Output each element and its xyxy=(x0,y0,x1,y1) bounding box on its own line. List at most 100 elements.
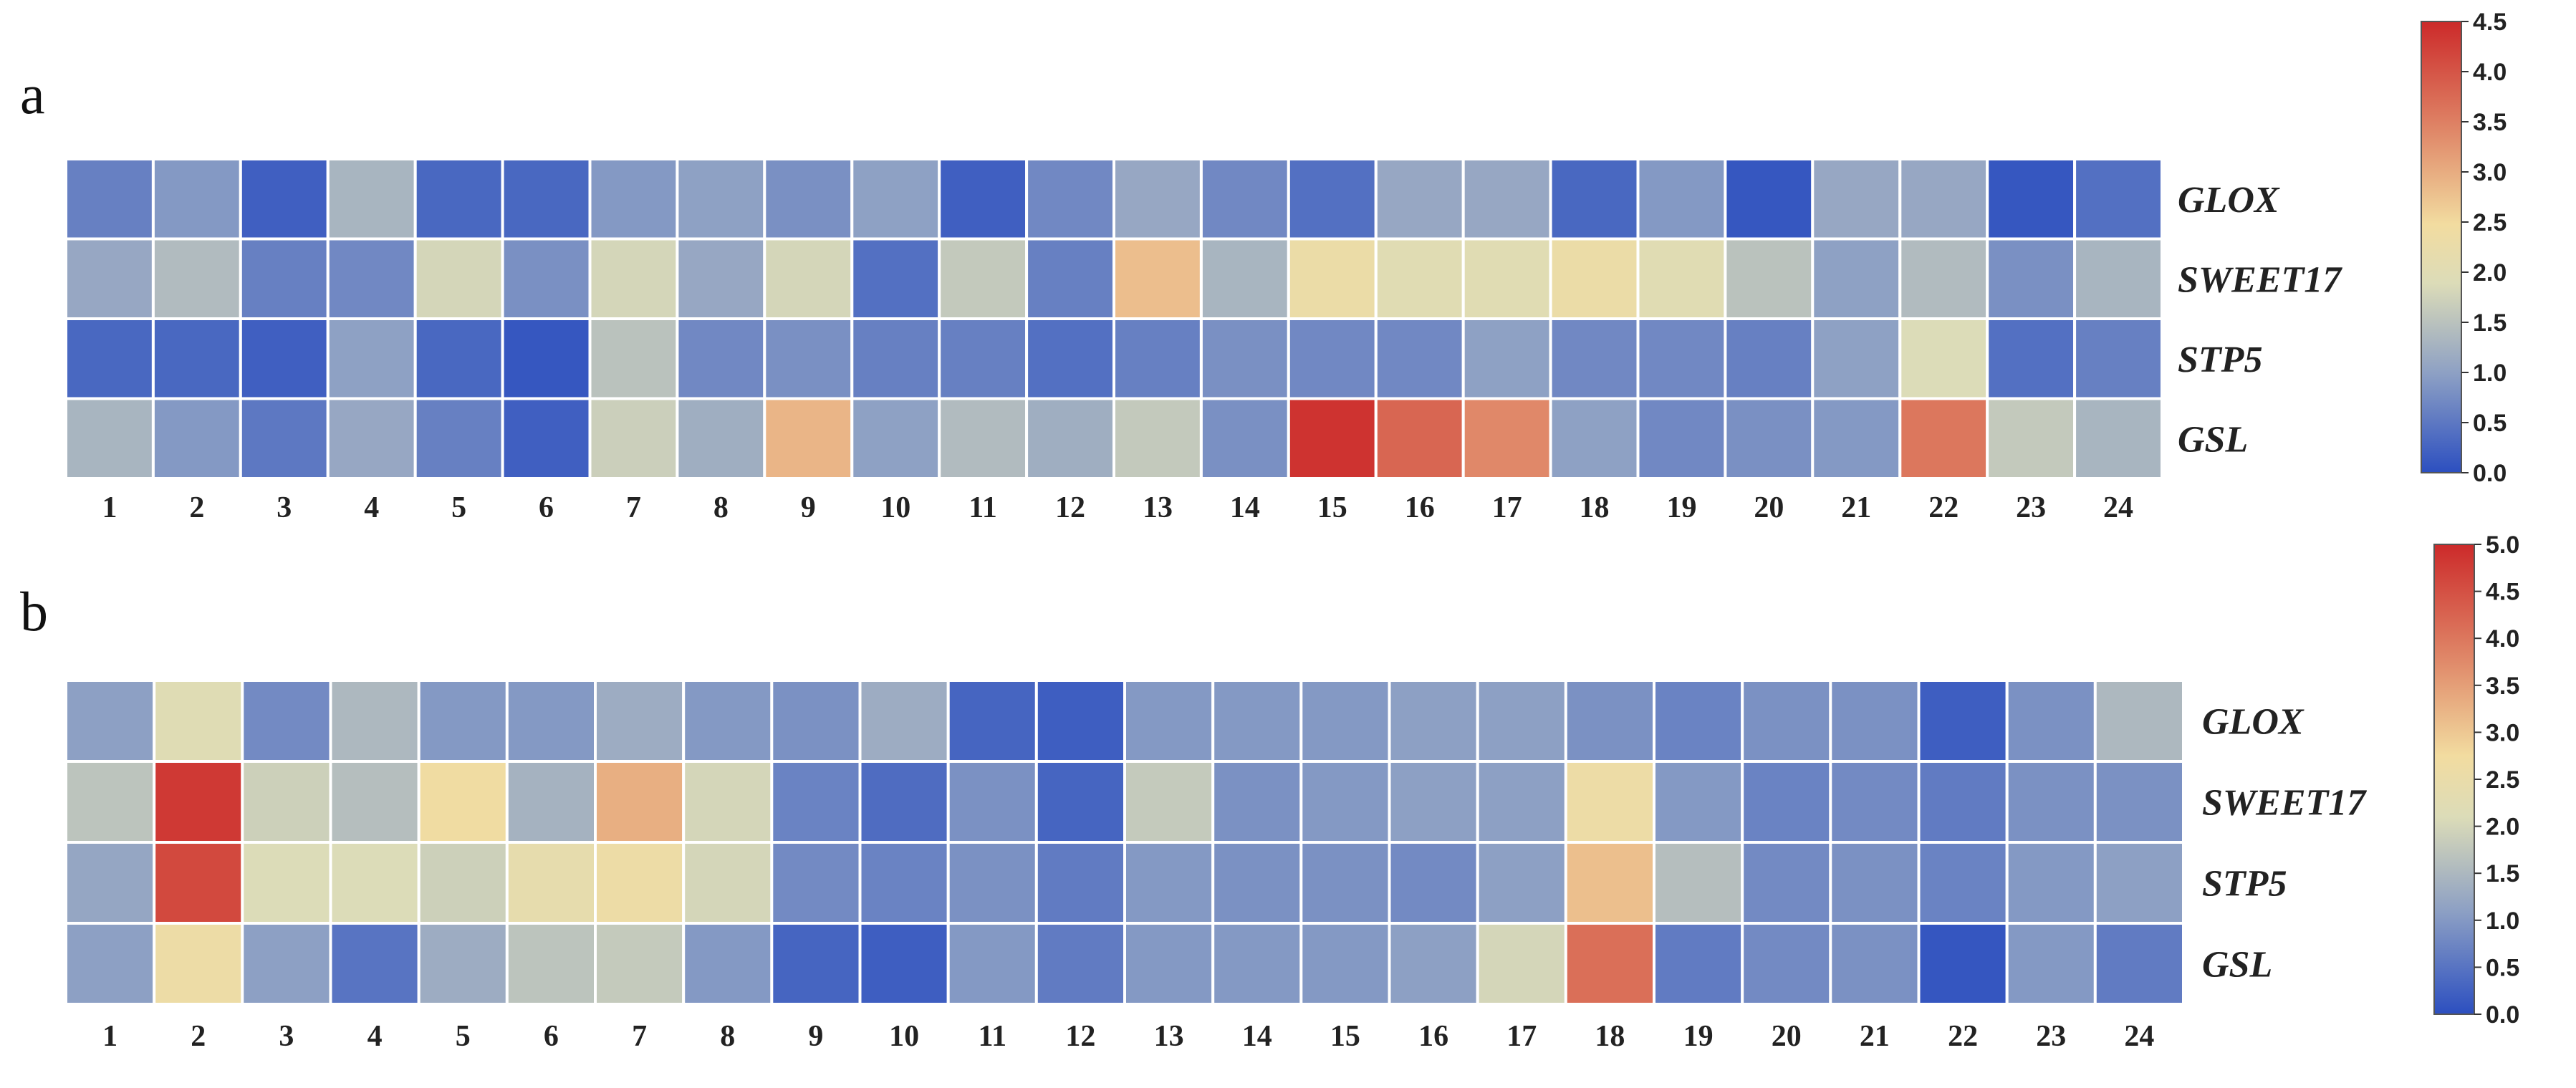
heatmap-cell xyxy=(501,237,592,320)
column-label: 20 xyxy=(1754,491,1784,524)
heatmap-cell xyxy=(1025,397,1115,480)
heatmap-cell xyxy=(329,922,420,1006)
column-label: 6 xyxy=(544,1020,559,1053)
heatmap-cell xyxy=(239,158,330,241)
heatmap-cell xyxy=(1299,679,1391,763)
heatmap-cell xyxy=(239,237,330,320)
heatmap-cell xyxy=(241,922,332,1006)
heatmap-cell xyxy=(239,317,330,400)
heatmap-cell xyxy=(1741,841,1832,925)
column-label: 1 xyxy=(102,491,117,524)
colorbar-tick-label: 0.5 xyxy=(2486,954,2519,981)
heatmap-cell xyxy=(64,397,155,480)
heatmap-cell xyxy=(938,397,1029,480)
column-label: 2 xyxy=(189,491,204,524)
heatmap-cell xyxy=(241,760,332,844)
heatmap-cell xyxy=(1123,760,1215,844)
heatmap-cell xyxy=(1476,760,1567,844)
panel-label-b: b xyxy=(20,580,48,642)
heatmap-cell xyxy=(1461,317,1552,400)
row-label: STP5 xyxy=(2202,864,2287,905)
colorbar-tick-label: 3.5 xyxy=(2473,109,2507,136)
heatmap-cell xyxy=(763,397,854,480)
heatmap-cell xyxy=(1549,158,1640,241)
heatmap-cell xyxy=(2005,679,2097,763)
heatmap-cell xyxy=(1564,841,1656,925)
heatmap-cell xyxy=(153,679,244,763)
column-label: 21 xyxy=(1841,491,1871,524)
heatmap-cell xyxy=(1636,397,1727,480)
heatmap-cell xyxy=(413,158,504,241)
column-label: 17 xyxy=(1492,491,1522,524)
column-label: 14 xyxy=(1230,491,1260,524)
heatmap-cell xyxy=(64,760,156,844)
heatmap-cell xyxy=(1476,679,1567,763)
heatmap-cell xyxy=(858,841,950,925)
heatmap-cell xyxy=(241,679,332,763)
heatmap-cell xyxy=(1025,237,1115,320)
heatmap-cell xyxy=(1829,679,1921,763)
colorbar-tick-label: 4.0 xyxy=(2473,59,2507,86)
heatmap-cell xyxy=(1549,317,1640,400)
heatmap-cell xyxy=(505,922,597,1006)
heatmap-cell xyxy=(676,397,766,480)
column-label: 2 xyxy=(191,1020,206,1053)
column-label: 22 xyxy=(1948,1020,1978,1053)
heatmap-cell xyxy=(417,760,509,844)
heatmap-cell xyxy=(858,760,950,844)
column-label: 5 xyxy=(451,491,466,524)
heatmap-cell xyxy=(1829,841,1921,925)
column-label: 22 xyxy=(1928,491,1959,524)
heatmap-cell xyxy=(1898,397,1989,480)
column-label: 9 xyxy=(801,491,816,524)
heatmap-cell xyxy=(1653,841,1744,925)
row-label: GSL xyxy=(2202,945,2272,986)
heatmap-cell xyxy=(153,760,244,844)
heatmap-cell xyxy=(1112,397,1203,480)
heatmap-cell xyxy=(2073,237,2164,320)
colorbar-tick-label: 2.5 xyxy=(2473,209,2507,236)
heatmap-cell xyxy=(1388,679,1479,763)
heatmap-cell xyxy=(1917,760,2009,844)
heatmap-cell xyxy=(2005,841,2097,925)
column-label: 12 xyxy=(1055,491,1085,524)
heatmap-cell xyxy=(1199,237,1290,320)
heatmap-cell xyxy=(676,317,766,400)
column-label: 23 xyxy=(2016,491,2046,524)
heatmap-cell xyxy=(1374,317,1465,400)
heatmap-cell xyxy=(763,317,854,400)
heatmap-cell xyxy=(1211,841,1303,925)
column-label: 16 xyxy=(1418,1020,1448,1053)
column-label: 11 xyxy=(969,491,997,524)
heatmap-cell xyxy=(153,922,244,1006)
heatmap-cell xyxy=(1653,922,1744,1006)
heatmap-cell xyxy=(1199,158,1290,241)
heatmap-cell xyxy=(763,158,854,241)
heatmap-cell xyxy=(938,317,1029,400)
colorbar-tick-label: 3.0 xyxy=(2473,159,2507,186)
heatmap-cell xyxy=(1287,397,1378,480)
heatmap-cell xyxy=(1653,760,1744,844)
panel-label-a: a xyxy=(20,63,45,125)
heatmap-cell xyxy=(1917,679,2009,763)
heatmap-cell xyxy=(1211,760,1303,844)
column-label: 20 xyxy=(1772,1020,1802,1053)
heatmap-cell xyxy=(1299,841,1391,925)
column-label: 8 xyxy=(720,1020,735,1053)
heatmap-cell xyxy=(417,679,509,763)
heatmap-cell xyxy=(676,158,766,241)
colorbar-b: 0.0 0.5 1.0 1.5 2.0 2.5 3.0 3.5 4.0 4.5 5.0 xyxy=(2433,531,2519,1029)
heatmap-cell xyxy=(326,158,417,241)
heatmap-cell xyxy=(2093,760,2186,844)
heatmap-cell xyxy=(1199,317,1290,400)
heatmap-cell xyxy=(682,760,774,844)
heatmap-cell xyxy=(1287,237,1378,320)
heatmap-cell xyxy=(64,158,155,241)
heatmap-cell xyxy=(938,237,1029,320)
colorbar-gradient xyxy=(2421,21,2462,473)
heatmap-cell xyxy=(326,237,417,320)
